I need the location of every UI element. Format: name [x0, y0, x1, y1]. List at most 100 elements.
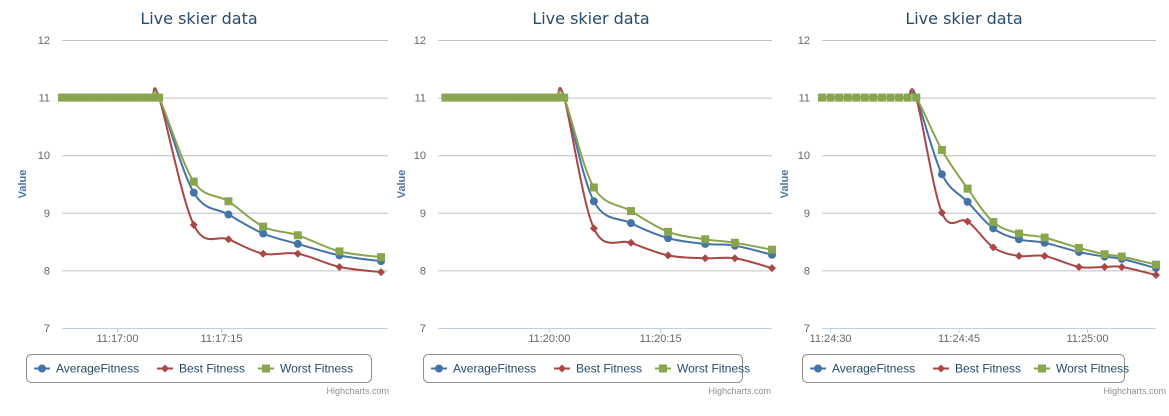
chart-panel-3: Live skier data 7 8 9 10 11 12 11:24:30 11:24:45…: [776, 0, 1169, 400]
data-point: [64, 93, 73, 102]
y-tick-label: 7: [420, 323, 426, 335]
data-point: [545, 93, 554, 102]
y-tick-label: 9: [804, 208, 810, 220]
legend-item-averagefitness[interactable]: AverageFitness: [34, 362, 139, 376]
chart-title: Live skier data: [140, 9, 257, 28]
series-line: [62, 90, 382, 259]
data-point: [589, 224, 598, 233]
data-point: [113, 93, 122, 102]
series-line: [445, 90, 773, 251]
data-point: [1040, 252, 1049, 260]
y-tick-label: 11: [799, 93, 810, 105]
chart-svg-1: Live skier data 7 8 9 10 11 12 11:17:00 11:17:15…: [17, 9, 389, 396]
legend-symbol: [558, 364, 566, 373]
legend-label[interactable]: Best Fitness: [576, 362, 642, 376]
data-point: [293, 239, 302, 248]
data-point: [1074, 243, 1083, 252]
series-worst-fitness: [58, 90, 386, 262]
x-tick-label: 11:25:00: [1066, 333, 1108, 345]
y-axis-title: Value: [396, 170, 408, 199]
data-point: [441, 93, 450, 102]
data-point: [937, 146, 946, 155]
data-point: [377, 268, 386, 277]
data-point: [1152, 271, 1160, 280]
data-point: [485, 93, 494, 102]
series-line: [62, 89, 382, 263]
data-point: [730, 238, 739, 247]
data-point: [293, 249, 302, 258]
data-point: [664, 251, 673, 260]
legend-label[interactable]: Worst Fitness: [1056, 362, 1129, 376]
y-tick-label: 8: [420, 265, 426, 277]
data-point: [869, 93, 878, 102]
credits-link[interactable]: Highcharts.com: [326, 386, 389, 396]
data-point: [500, 93, 509, 102]
data-point: [537, 93, 546, 102]
data-point: [701, 254, 710, 263]
legend-label[interactable]: Worst Fitness: [677, 362, 750, 376]
data-point: [448, 93, 457, 102]
data-point: [1100, 250, 1109, 259]
data-point: [989, 224, 998, 233]
data-point: [664, 227, 673, 236]
legend-label[interactable]: Best Fitness: [179, 362, 245, 376]
legend-symbol: [659, 364, 667, 373]
data-point: [224, 235, 233, 244]
data-point: [937, 208, 946, 217]
data-point: [877, 93, 886, 102]
data-point: [989, 243, 998, 252]
legend-label[interactable]: AverageFitness: [56, 362, 139, 376]
legend-item-worst-fitness[interactable]: Worst Fitness: [258, 362, 353, 376]
data-point: [515, 93, 524, 102]
legend-label[interactable]: AverageFitness: [832, 362, 915, 376]
data-point: [259, 222, 268, 231]
y-axis-title: Value: [779, 170, 791, 199]
legend-symbol: [435, 364, 443, 373]
legend-item-averagefitness[interactable]: AverageFitness: [810, 362, 915, 376]
data-point: [335, 247, 344, 256]
data-point: [886, 93, 895, 102]
data-point: [259, 249, 268, 258]
data-point: [259, 229, 268, 238]
credits-link[interactable]: Highcharts.com: [1103, 386, 1166, 396]
data-point: [92, 93, 101, 102]
data-point: [852, 93, 861, 102]
y-tick-label: 7: [44, 323, 50, 335]
x-tick-label: 11:20:00: [528, 333, 570, 345]
chart-panel-1: Live skier data 7 8 9 10 11 12 11:17:00 11:17:15…: [0, 0, 392, 400]
data-point: [1074, 262, 1083, 271]
data-point: [1100, 262, 1109, 271]
credits-link[interactable]: Highcharts.com: [708, 386, 771, 396]
y-tick-label: 11: [39, 93, 50, 105]
y-axis-title: Value: [17, 170, 29, 199]
x-tick-label: 11:24:30: [810, 333, 852, 345]
chart-svg-2: Live skier data 7 8 9 10 11 12 11:20:00 11:20:15…: [396, 9, 776, 396]
data-point: [903, 93, 912, 102]
legend-item-best-fitness[interactable]: Best Fitness: [157, 362, 245, 376]
legend-box: [26, 354, 372, 383]
data-point: [523, 93, 532, 102]
legend-item-best-fitness[interactable]: Best Fitness: [554, 362, 642, 376]
legend: AverageFitness Best Fitness Worst Fitness: [802, 354, 1129, 383]
data-point: [1117, 252, 1126, 261]
legend-symbol: [814, 364, 822, 373]
legend-item-worst-fitness[interactable]: Worst Fitness: [655, 362, 750, 376]
series-worst-fitness: [818, 92, 1160, 269]
data-point: [1014, 252, 1023, 260]
legend-item-averagefitness[interactable]: AverageFitness: [431, 362, 536, 376]
data-point: [664, 234, 673, 243]
y-tick-label: 10: [38, 150, 50, 162]
chart-svg-3: Live skier data 7 8 9 10 11 12 11:24:30 11:24:45…: [779, 9, 1166, 396]
data-point: [456, 93, 465, 102]
legend-label[interactable]: Best Fitness: [955, 362, 1021, 376]
data-point: [148, 93, 157, 102]
legend-item-best-fitness[interactable]: Best Fitness: [933, 362, 1021, 376]
legend-label[interactable]: AverageFitness: [453, 362, 536, 376]
legend: AverageFitness Best Fitness Worst Fitness: [423, 354, 750, 383]
legend-label[interactable]: Worst Fitness: [280, 362, 353, 376]
data-point: [989, 218, 998, 227]
data-point: [106, 93, 115, 102]
data-point: [1014, 229, 1023, 238]
data-point: [293, 231, 302, 240]
legend-item-worst-fitness[interactable]: Worst Fitness: [1034, 362, 1129, 376]
